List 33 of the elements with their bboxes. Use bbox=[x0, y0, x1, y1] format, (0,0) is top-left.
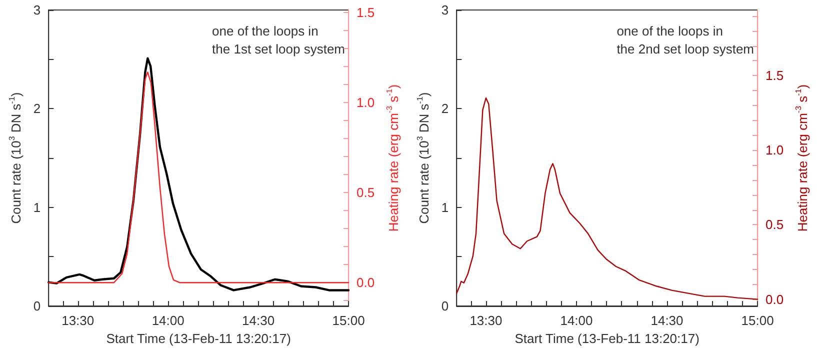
annotation: one of the loops in the 1st set loop system bbox=[212, 24, 345, 56]
y-tick-label: 0 bbox=[441, 298, 449, 314]
y2-axis-title: Heating rate (erg cm-3 s-1) bbox=[794, 84, 810, 232]
x-tick-label: 15:00 bbox=[332, 313, 365, 328]
y-tick-label: 2 bbox=[33, 101, 41, 116]
x-tick-label: 14:00 bbox=[152, 313, 184, 328]
x-tick-label: 13:30 bbox=[62, 313, 94, 328]
y2-tick-label: 1.0 bbox=[766, 142, 784, 158]
y2-tick-label: 0.0 bbox=[766, 292, 784, 307]
line-series bbox=[456, 97, 758, 300]
x-tick-label: 14:30 bbox=[650, 313, 684, 328]
y-tick-label: 1 bbox=[441, 200, 449, 215]
y-axis-title: Count rate (103 DN s-1) bbox=[8, 92, 24, 224]
x-tick-label: 14:00 bbox=[560, 313, 593, 328]
y-tick-label: 0 bbox=[33, 298, 41, 314]
y2-tick-label: 0.0 bbox=[356, 275, 375, 290]
y2-tick-label: 0.5 bbox=[766, 217, 784, 232]
y-tick-label: 3 bbox=[441, 2, 449, 18]
y-tick-label: 2 bbox=[441, 101, 449, 116]
y2-tick-label: 0.5 bbox=[356, 185, 375, 200]
annotation: one of the loops in the 2nd set loop system bbox=[616, 24, 754, 56]
x-tick-label: 15:00 bbox=[741, 313, 774, 328]
x-tick-label: 14:30 bbox=[242, 313, 275, 328]
y-tick-label: 3 bbox=[33, 2, 41, 18]
y2-tick-label: 1.0 bbox=[356, 95, 375, 110]
x-axis-title: Start Time (13-Feb-11 13:20:17) bbox=[106, 330, 291, 346]
y-axis-title: Count rate (103 DN s-1) bbox=[416, 92, 432, 224]
y-tick-label: 1 bbox=[33, 200, 41, 215]
x-tick-label: 13:30 bbox=[470, 313, 502, 328]
y2-tick-label: 1.5 bbox=[766, 68, 784, 84]
y2-axis-title: Heating rate (erg cm-3 s-1) bbox=[385, 84, 401, 232]
y2-tick-label: 1.5 bbox=[356, 5, 375, 20]
x-axis-title: Start Time (13-Feb-11 13:20:17) bbox=[514, 330, 700, 346]
